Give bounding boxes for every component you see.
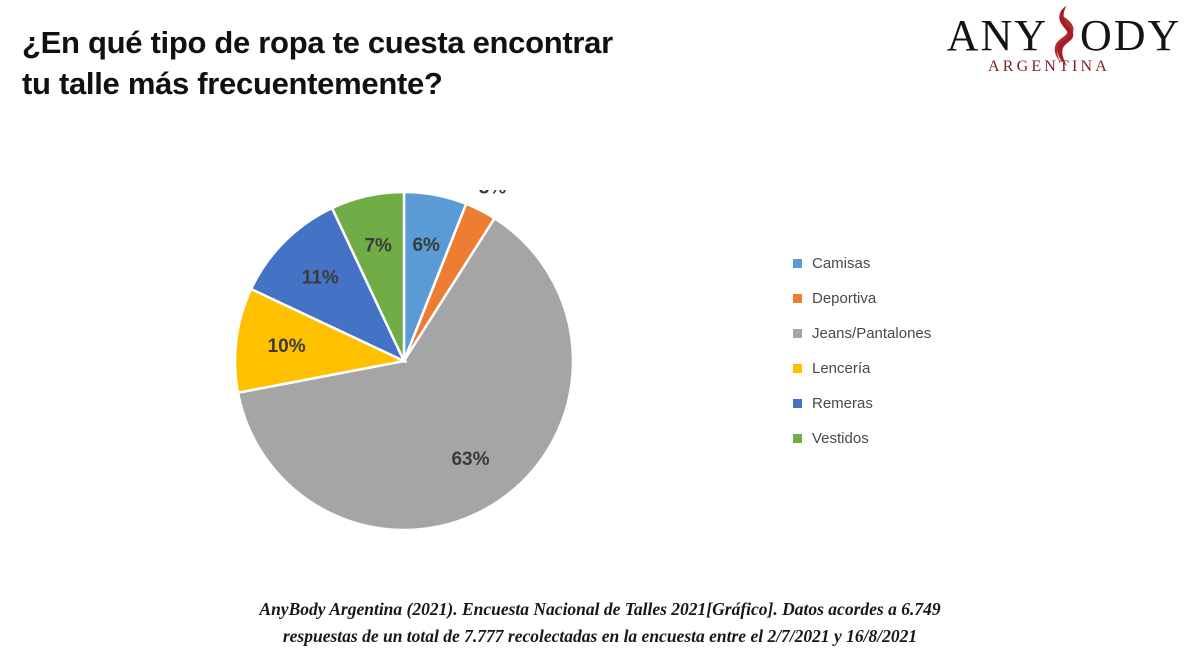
female-silhouette-b-icon	[1049, 5, 1079, 67]
pie-slice-label: 63%	[451, 449, 489, 470]
legend-label: Deportiva	[812, 290, 877, 307]
legend-label: Remeras	[812, 395, 873, 412]
pie-chart: 6% 3% 63% 10% 11% 7% Camisas Deportiva Jeans/…	[0, 150, 1200, 570]
legend-label: Vestidos	[812, 430, 869, 447]
legend-swatch-icon	[793, 434, 802, 443]
legend-item-jeans-pantalones[interactable]: Jeans/Pantalones	[793, 316, 1083, 351]
source-caption: AnyBody Argentina (2021). Encuesta Nacio…	[0, 596, 1200, 650]
pie-slice-label: 3%	[479, 190, 507, 198]
pie-slice-labels: 6% 3% 63% 10% 11% 7%	[268, 190, 507, 470]
anybody-argentina-logo: ANY ODY ARGENTINA	[946, 5, 1182, 100]
caption-line-1: AnyBody Argentina (2021). Encuesta Nacio…	[259, 599, 941, 619]
legend-item-vestidos[interactable]: Vestidos	[793, 421, 1083, 456]
logo-text-any: ANY	[946, 11, 1048, 60]
legend-swatch-icon	[793, 399, 802, 408]
legend-label: Jeans/Pantalones	[812, 325, 932, 342]
logo-text-ody: ODY	[1080, 11, 1182, 60]
page-title: ¿En qué tipo de ropa te cuesta encontrar…	[22, 25, 613, 102]
legend-item-remeras[interactable]: Remeras	[793, 386, 1083, 421]
legend-swatch-icon	[793, 364, 802, 373]
title-block: ¿En qué tipo de ropa te cuesta encontrar…	[22, 22, 862, 104]
pie-slice[interactable]	[330, 190, 406, 362]
logo-subtitle-argentina: ARGENTINA	[987, 58, 1111, 75]
legend-label: Camisas	[812, 255, 871, 272]
legend-swatch-icon	[793, 294, 802, 303]
legend-item-lenceria[interactable]: Lencería	[793, 351, 1083, 386]
legend-item-deportiva[interactable]: Deportiva	[793, 281, 1083, 316]
pie-slices	[233, 190, 575, 532]
pie-plot-area: 6% 3% 63% 10% 11% 7%	[233, 190, 575, 532]
pie-slice[interactable]	[249, 206, 407, 364]
legend-swatch-icon	[793, 329, 802, 338]
legend-swatch-icon	[793, 259, 802, 268]
pie-slice[interactable]	[233, 287, 409, 395]
pie-slice-label: 10%	[268, 336, 306, 357]
pie-slice[interactable]	[236, 216, 575, 532]
pie-slice-label: 11%	[302, 267, 339, 288]
pie-svg: 6% 3% 63% 10% 11% 7%	[233, 190, 575, 532]
logo-wordmark: ANY ODY	[946, 5, 1182, 67]
caption-line-2: respuestas de un total de 7.777 recolect…	[282, 626, 918, 647]
chart-legend: Camisas Deportiva Jeans/Pantalones Lence…	[793, 246, 1083, 456]
legend-label: Lencería	[812, 360, 871, 377]
pie-slice-label: 6%	[412, 235, 440, 256]
legend-item-camisas[interactable]: Camisas	[793, 246, 1083, 281]
pie-slice-label: 7%	[364, 236, 392, 257]
